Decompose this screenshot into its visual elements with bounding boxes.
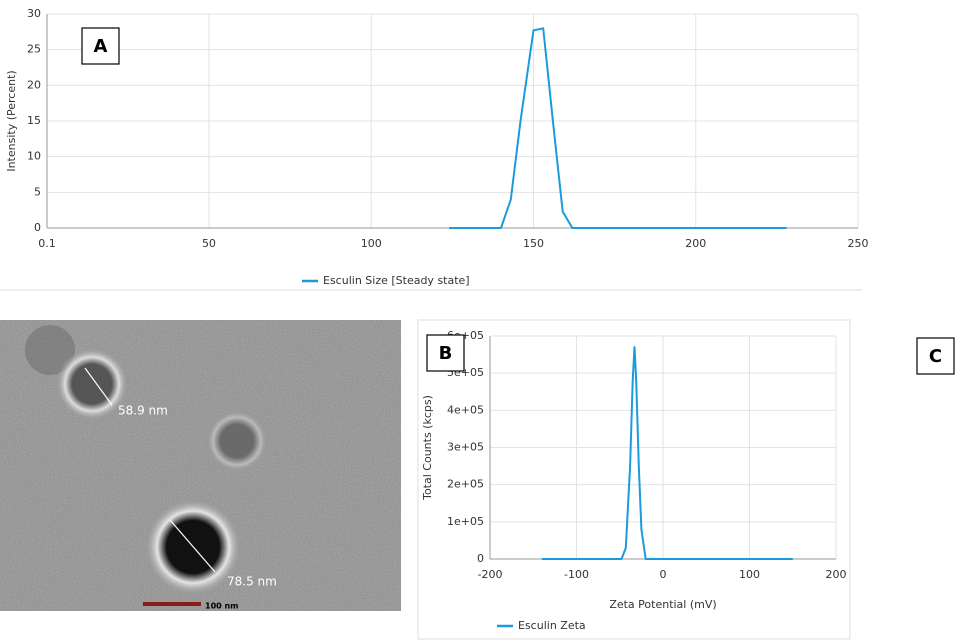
particle bbox=[207, 411, 267, 471]
y-tick-label: 25 bbox=[27, 43, 41, 56]
series-line bbox=[449, 27, 787, 229]
y-tick-label: 3e+05 bbox=[447, 441, 484, 454]
y-tick-label: 10 bbox=[27, 150, 41, 163]
panel-label: B bbox=[439, 343, 453, 364]
series-line bbox=[541, 346, 793, 560]
x-tick-label: 0.1 bbox=[38, 237, 56, 250]
panel-label: A bbox=[94, 36, 108, 57]
frame bbox=[417, 319, 851, 640]
x-tick-label: 100 bbox=[739, 568, 760, 581]
y-axis-title: Total Counts (kcps) bbox=[421, 395, 434, 501]
x-tick-label: -100 bbox=[564, 568, 589, 581]
y-axis-title: Intensity (Percent) bbox=[5, 70, 18, 171]
y-tick-label: 2e+05 bbox=[447, 478, 484, 491]
panel-box bbox=[426, 334, 465, 372]
y-tick-label: 5 bbox=[34, 185, 41, 198]
panel-label: C bbox=[929, 346, 942, 367]
legend-label: Esculin Zeta bbox=[518, 619, 586, 632]
y-tick-label: 0 bbox=[477, 552, 484, 565]
shadow bbox=[25, 325, 75, 375]
panel-box bbox=[916, 337, 955, 375]
legend-label: Esculin Size [Steady state] bbox=[323, 274, 470, 287]
measure-line bbox=[84, 367, 113, 406]
measure-line bbox=[169, 519, 216, 573]
panel-box bbox=[81, 27, 120, 65]
y-tick-label: 15 bbox=[27, 114, 41, 127]
x-tick-label: 200 bbox=[685, 237, 706, 250]
measure-label: 78.5 nm bbox=[227, 575, 277, 589]
y-tick-label: 1e+05 bbox=[447, 515, 484, 528]
y-tick-label: 20 bbox=[27, 78, 41, 91]
y-tick-label: 0 bbox=[34, 221, 41, 234]
x-tick-label: 100 bbox=[361, 237, 382, 250]
x-tick-label: 150 bbox=[523, 237, 544, 250]
scale-label: 100 nm bbox=[205, 602, 239, 611]
measure-label: 58.9 nm bbox=[118, 404, 168, 418]
x-tick-label: 250 bbox=[848, 237, 869, 250]
y-tick-label: 4e+05 bbox=[447, 403, 484, 416]
tem-image: 58.9 nm 78.5 nm 100 nm bbox=[0, 320, 401, 611]
x-tick-label: 200 bbox=[826, 568, 847, 581]
x-tick-label: 0 bbox=[660, 568, 667, 581]
x-axis-title: Zeta Potential (mV) bbox=[609, 598, 716, 611]
x-tick-label: -200 bbox=[478, 568, 503, 581]
y-tick-label: 30 bbox=[27, 7, 41, 20]
x-tick-label: 50 bbox=[202, 237, 216, 250]
